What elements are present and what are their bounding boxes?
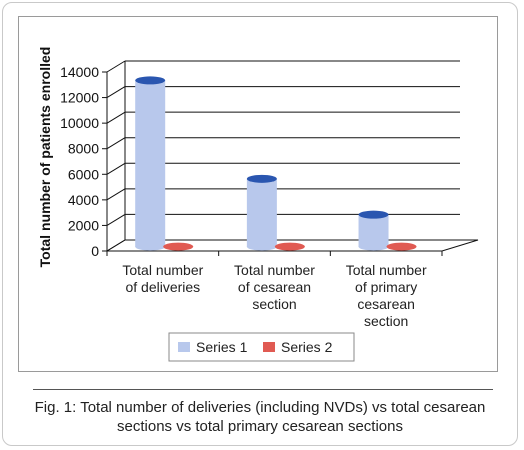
bar-series-1: [135, 80, 166, 247]
x-tick-label: Total number: [346, 262, 427, 278]
bar-series-1-top: [135, 76, 166, 85]
legend-swatch-series-1: [178, 342, 190, 352]
x-tick-label: Total number: [234, 262, 315, 278]
legend-box: [168, 332, 355, 362]
chart-panel: 0 2000 4000 6000 8000 10000 12000 14000 Total nu…: [18, 16, 498, 372]
bar-series-1-base: [358, 242, 389, 251]
gridline-side: [106, 111, 126, 124]
y-axis-label: Total number of patients enrolled: [37, 47, 53, 268]
x-tick-label: cesarean: [357, 296, 415, 312]
gridline-side: [106, 214, 126, 226]
caption-divider: [33, 389, 493, 390]
x-tick-label: of deliveries: [125, 279, 200, 295]
gridline-side: [106, 86, 126, 98]
y-tick-label: 14000: [60, 64, 99, 80]
legend-label-series-1: Series 1: [196, 339, 248, 355]
bar-series-2: [163, 242, 194, 251]
bar-series-1-base: [135, 242, 166, 251]
gridline-side: [106, 188, 126, 201]
bar-series-2: [274, 242, 305, 251]
gridline-side: [106, 60, 126, 73]
legend-label-series-2: Series 2: [281, 339, 333, 355]
y-tick-label: 4000: [68, 192, 99, 208]
x-tick-label: of primary: [355, 279, 417, 295]
bar-series-1-top: [358, 210, 389, 219]
chart-svg: 0 2000 4000 6000 8000 10000 12000 14000 Total nu…: [37, 47, 479, 362]
gridline-side: [106, 137, 126, 150]
figure-caption: Fig. 1: Total number of deliveries (incl…: [34, 399, 486, 435]
bar-series-1: [246, 178, 277, 247]
y-tick-label: 6000: [68, 166, 99, 182]
x-tick-label: section: [364, 313, 408, 329]
y-tick-label: 0: [91, 243, 99, 259]
bar-series-1-top: [246, 174, 277, 183]
bar-series-1-base: [246, 242, 277, 251]
bar-series-2: [386, 242, 417, 251]
y-tick-label: 8000: [68, 141, 99, 157]
y-tick-label: 2000: [68, 217, 99, 233]
bar-series-1: [358, 214, 389, 247]
x-tick-label: of cesarean: [238, 279, 311, 295]
y-tick-label: 12000: [60, 90, 99, 106]
y-tick-label: 10000: [60, 115, 99, 131]
x-tick-label: section: [252, 296, 296, 312]
legend-swatch-series-2: [263, 342, 275, 352]
x-tick-label: Total number: [122, 262, 203, 278]
gridline-side: [106, 162, 126, 175]
